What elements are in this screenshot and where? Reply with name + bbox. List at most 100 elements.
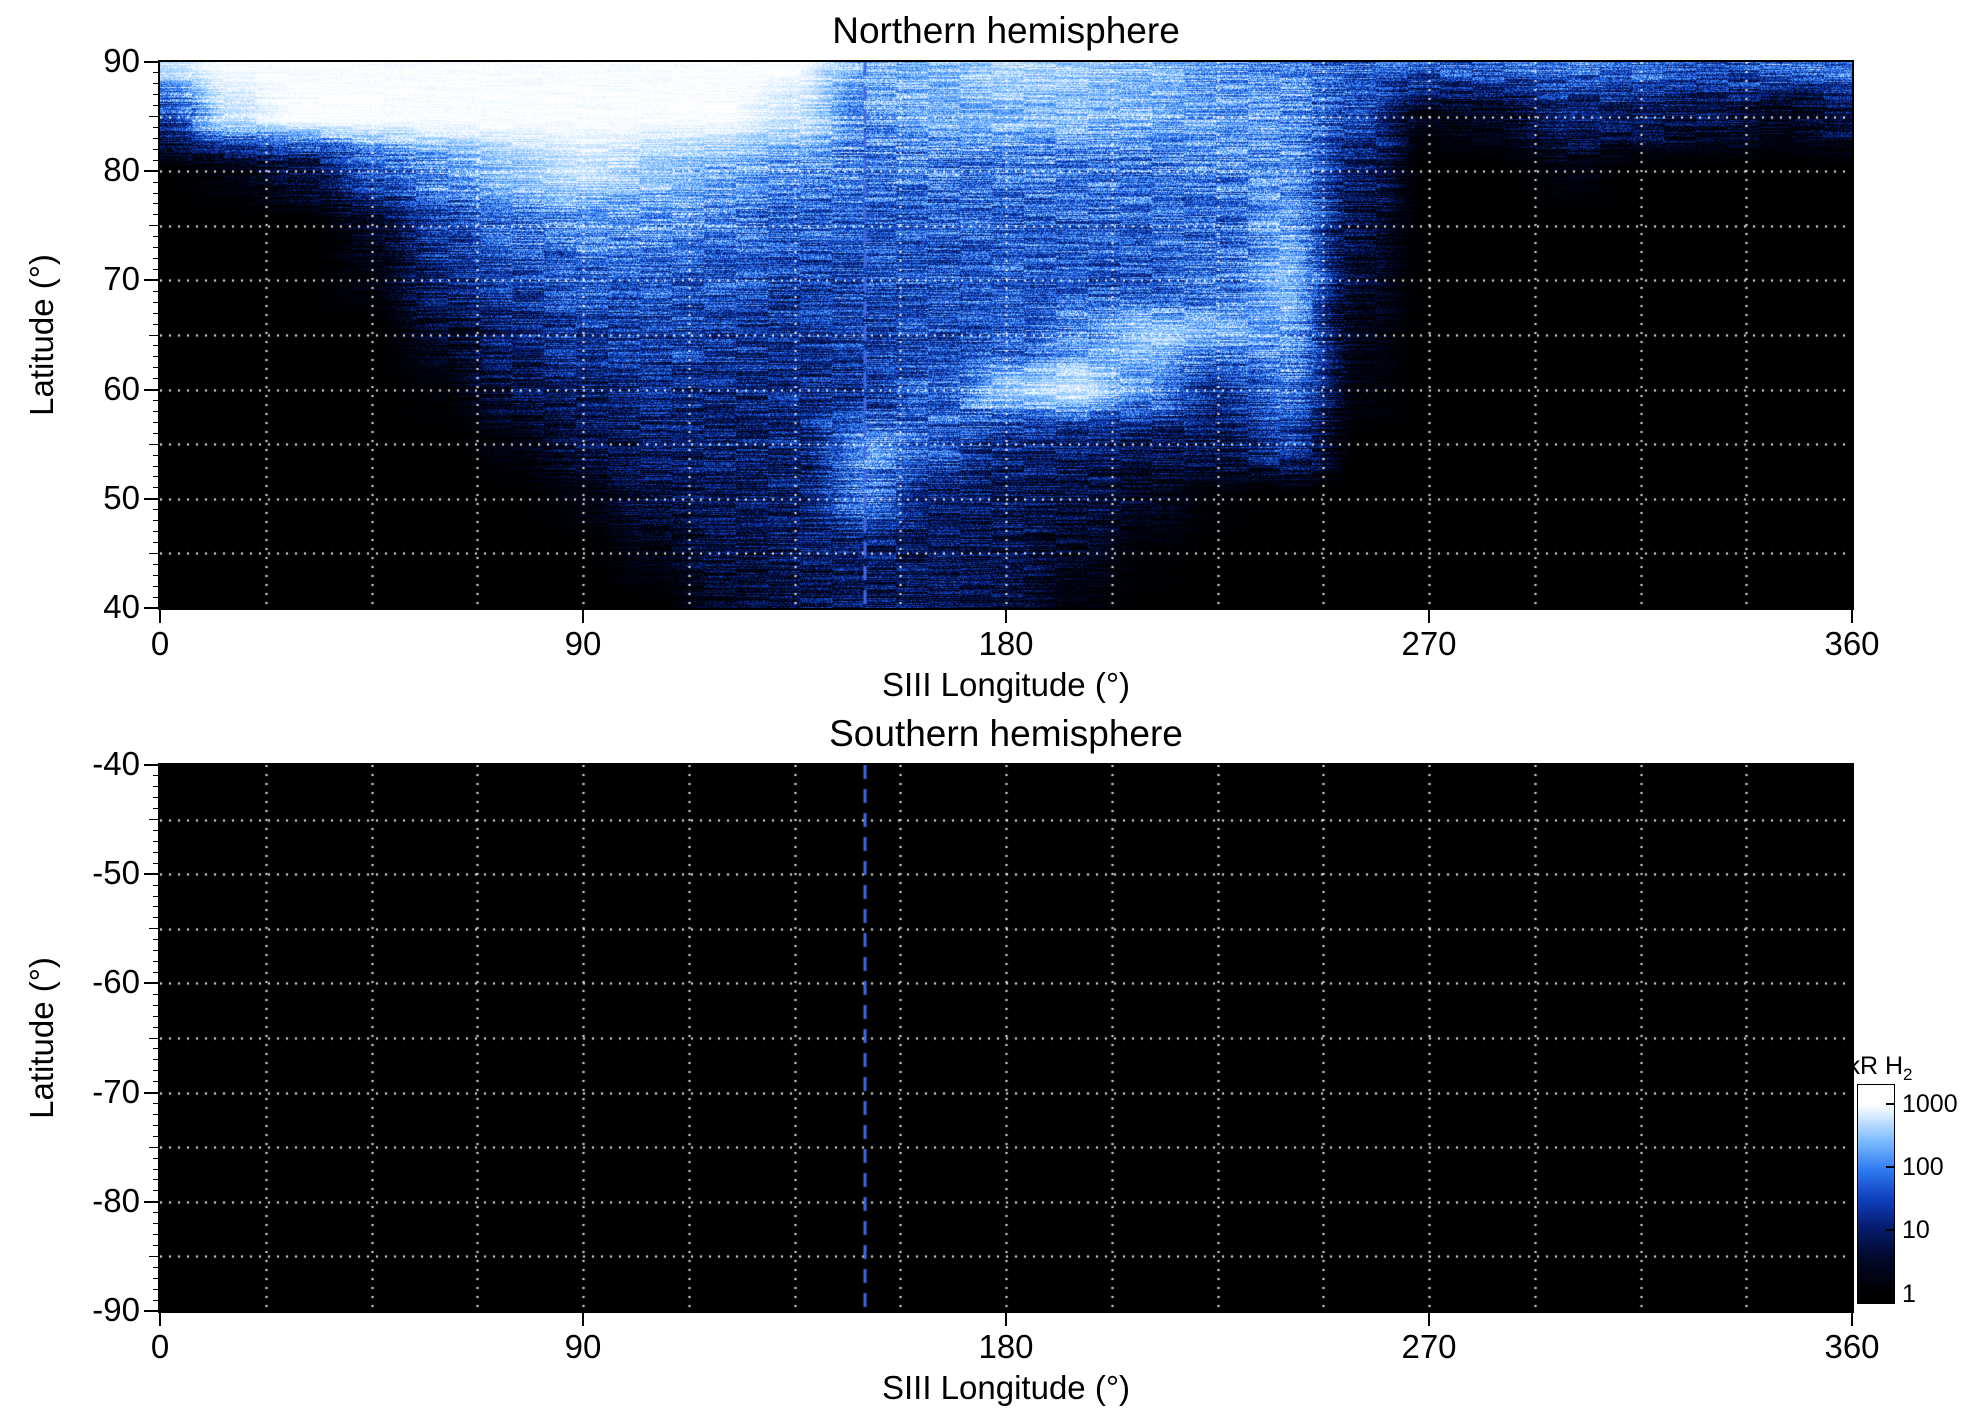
y-tick-mark [153,148,158,150]
y-tick-mark [153,454,158,456]
x-tick-label: 0 [150,625,170,662]
y-tick-mark [153,421,158,423]
y-tick-label: 90 [103,42,140,79]
x-tick-mark [1851,610,1853,623]
colorbar-tick-label: 100 [1902,1153,1944,1182]
y-tick-mark [153,993,158,995]
y-tick-mark [153,786,158,788]
y-tick-mark [153,367,158,369]
y-tick-mark [153,72,158,74]
y-tick-mark [153,961,158,963]
y-tick-mark [153,917,158,919]
y-tick-mark [153,83,158,85]
y-tick-mark [153,1299,158,1301]
y-tick-mark [149,116,158,118]
y-tick-mark [153,301,158,303]
y-tick-mark [153,939,158,941]
y-tick-mark [144,61,158,63]
y-tick-mark [153,290,158,292]
north-y-axis-label: Latitude (°) [23,254,60,416]
y-tick-mark [153,808,158,810]
x-tick-label: 360 [1824,1328,1880,1365]
colorbar-tick-label: 1000 [1902,1089,1958,1118]
y-tick-mark [144,497,158,500]
y-tick-mark [153,585,158,587]
y-tick-mark [153,1135,158,1137]
y-tick-mark [153,214,158,216]
x-tick-label: 360 [1824,625,1880,662]
y-tick-mark [153,596,158,598]
y-tick-mark [153,574,158,576]
y-tick-mark [153,509,158,511]
x-tick-label: 90 [564,1328,602,1365]
y-tick-mark [153,268,158,270]
y-tick-mark [153,1212,158,1214]
y-tick-mark [153,1244,158,1246]
y-tick-mark [144,279,158,282]
y-tick-mark [153,312,158,314]
colorbar-label: kR H2 [1842,1052,1918,1085]
y-tick-mark [153,840,158,842]
y-tick-mark [153,1179,158,1181]
y-tick-mark [153,906,158,908]
y-tick-mark [153,531,158,533]
y-tick-mark [144,764,158,766]
north-panel-title: Northern hemisphere [832,10,1180,51]
y-tick-mark [149,552,158,554]
y-tick-mark [153,137,158,139]
y-tick-mark [153,258,158,260]
y-tick-mark [153,247,158,249]
y-tick-label: -80 [92,1181,140,1219]
y-tick-mark [144,170,158,173]
y-tick-mark [153,1103,158,1105]
south-x-axis-label: SIII Longitude (°) [882,1369,1130,1406]
x-tick-mark [1005,610,1007,623]
south-y-axis-label: Latitude (°) [23,957,60,1119]
y-tick-mark [153,1081,158,1083]
y-tick-mark [153,1288,158,1290]
south-panel-title: Southern hemisphere [829,713,1183,754]
y-tick-mark [153,1190,158,1192]
y-tick-mark [149,1037,158,1039]
colorbar-tick-label: 10 [1902,1216,1930,1245]
y-tick-mark [153,105,158,107]
y-tick-mark [149,928,158,930]
x-tick-label: 270 [1401,1328,1457,1365]
y-tick-mark [153,851,158,853]
y-tick-mark [153,1004,158,1006]
y-tick-mark [144,388,158,391]
y-tick-mark [153,345,158,347]
x-tick-mark [159,1313,161,1326]
x-tick-label: 90 [564,625,602,662]
y-tick-mark [153,884,158,886]
y-tick-mark [149,225,158,227]
y-tick-mark [149,1255,158,1257]
y-tick-mark [153,1070,158,1072]
y-tick-mark [153,1168,158,1170]
y-tick-label: -50 [92,854,140,892]
y-tick-mark [153,159,158,161]
x-tick-label: 270 [1401,625,1457,662]
y-tick-label: -90 [92,1291,140,1328]
y-tick-mark [153,775,158,777]
y-tick-mark [153,1266,158,1268]
y-tick-mark [149,1146,158,1148]
y-tick-mark [153,1223,158,1225]
y-tick-mark [153,971,158,973]
y-tick-mark [153,950,158,952]
colorbar-label-main: kR H [1847,1052,1904,1080]
y-tick-mark [153,94,158,96]
x-tick-mark [1428,1313,1430,1326]
y-tick-mark [153,127,158,129]
y-tick-mark [153,181,158,183]
north-x-axis-label: SIII Longitude (°) [882,666,1130,703]
y-tick-mark [153,323,158,325]
y-tick-mark [153,236,158,238]
y-tick-mark [153,192,158,194]
y-tick-mark [153,541,158,543]
y-tick-mark [144,607,158,609]
y-tick-mark [153,563,158,565]
y-tick-mark [153,1124,158,1126]
x-tick-mark [1428,610,1430,623]
